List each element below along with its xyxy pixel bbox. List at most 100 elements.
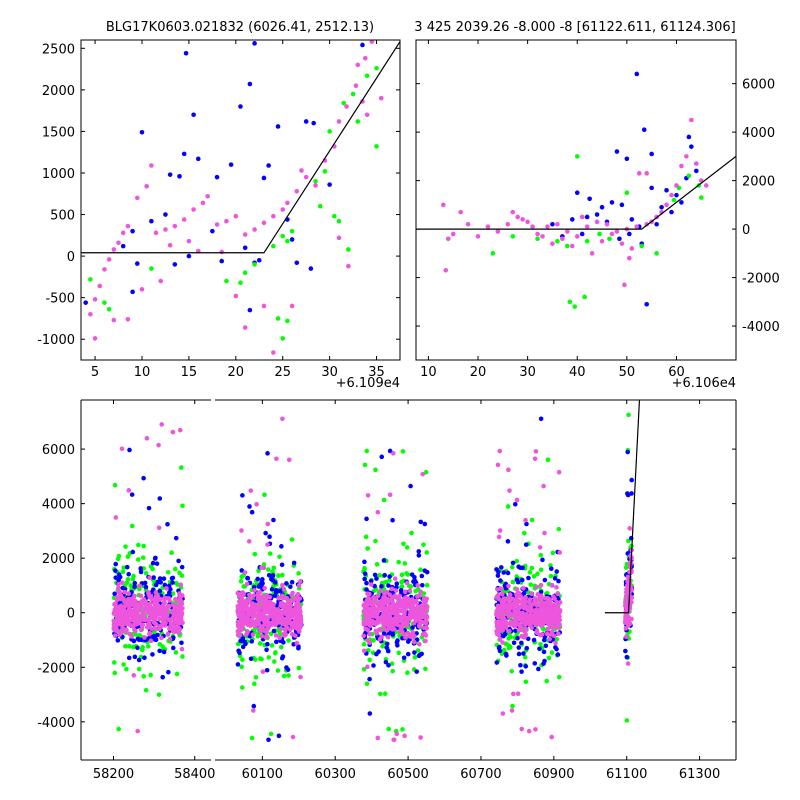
blue-point: [245, 575, 250, 581]
blue-point: [238, 638, 243, 644]
blue-point: [158, 580, 163, 585]
magenta-point: [497, 628, 502, 634]
magenta-point: [143, 602, 148, 608]
green-point: [177, 570, 182, 576]
magenta-point: [370, 611, 376, 616]
magenta-point: [609, 231, 615, 237]
blue-point: [271, 628, 277, 634]
green-point: [401, 541, 406, 547]
magenta-point: [523, 517, 528, 523]
magenta-point: [534, 584, 539, 590]
magenta-point: [119, 446, 125, 452]
green-point: [157, 641, 163, 647]
y-tick-label: -2000: [742, 272, 780, 287]
magenta-point: [500, 640, 505, 645]
magenta-point: [282, 605, 288, 611]
green-point: [127, 644, 132, 649]
blue-point: [384, 645, 390, 650]
magenta-point: [240, 599, 246, 604]
magenta-point: [542, 530, 547, 536]
magenta-point: [510, 209, 516, 215]
magenta-point: [126, 488, 132, 493]
magenta-point: [546, 598, 551, 603]
x-tick-label: 58400: [174, 767, 215, 782]
green-point: [387, 578, 392, 583]
magenta-point: [261, 220, 267, 226]
blue-point: [179, 564, 185, 570]
magenta-point: [288, 607, 294, 612]
blue-point: [367, 711, 373, 716]
magenta-point: [191, 207, 196, 212]
blue-point: [240, 644, 246, 650]
green-point: [322, 169, 328, 174]
x-tick-label: 10: [420, 365, 437, 380]
blue-point: [130, 549, 136, 555]
magenta-point: [233, 213, 239, 219]
magenta-point: [406, 599, 411, 605]
green-point: [141, 674, 147, 679]
green-point: [529, 517, 535, 523]
magenta-point: [133, 607, 138, 612]
green-point: [145, 644, 151, 649]
blue-point: [654, 221, 659, 227]
blue-point: [179, 640, 184, 646]
magenta-point: [122, 614, 128, 619]
x-tick-label: 60: [668, 365, 685, 380]
blue-point: [150, 634, 156, 639]
blue-point: [531, 637, 537, 643]
green-point: [382, 691, 388, 697]
green-point: [556, 674, 562, 680]
green-point: [115, 556, 121, 562]
green-point: [129, 523, 135, 529]
magenta-point: [106, 257, 112, 262]
magenta-point: [233, 293, 239, 299]
magenta-point: [506, 606, 512, 611]
magenta-point: [520, 217, 525, 222]
magenta-point: [538, 632, 543, 638]
magenta-point: [385, 634, 391, 640]
magenta-point: [424, 596, 429, 602]
magenta-point: [689, 117, 694, 123]
magenta-point: [377, 627, 382, 632]
x-tick-label: 61100: [606, 767, 647, 782]
magenta-point: [393, 588, 399, 593]
green-point: [523, 679, 529, 685]
blue-point: [170, 580, 175, 585]
plot-frame: [80, 39, 401, 361]
blue-point: [526, 575, 531, 581]
magenta-point: [501, 596, 507, 601]
blue-point: [694, 168, 699, 174]
blue-point: [360, 42, 365, 48]
blue-point: [249, 639, 254, 644]
green-point: [364, 448, 370, 454]
magenta-point: [394, 603, 400, 608]
blue-point: [153, 555, 158, 561]
blue-point: [267, 534, 272, 540]
blue-point: [511, 640, 517, 646]
magenta-point: [495, 595, 500, 600]
magenta-point: [401, 632, 406, 637]
green-point: [364, 73, 370, 79]
magenta-point: [289, 632, 295, 637]
blue-point: [679, 200, 684, 205]
magenta-point: [237, 632, 243, 638]
blue-point: [113, 561, 119, 567]
blue-point: [112, 591, 117, 597]
green-point: [415, 648, 421, 653]
blue-point: [525, 636, 531, 642]
magenta-point: [251, 708, 256, 713]
magenta-point: [414, 606, 419, 611]
magenta-point: [235, 619, 241, 625]
blue-point: [385, 648, 391, 654]
magenta-point: [296, 604, 302, 610]
magenta-point: [420, 614, 426, 620]
magenta-point: [270, 602, 275, 607]
green-point: [249, 735, 255, 741]
green-point: [624, 190, 630, 196]
magenta-point: [118, 593, 124, 598]
magenta-point: [375, 509, 381, 515]
magenta-point: [411, 620, 417, 626]
magenta-point: [176, 625, 181, 630]
magenta-point: [523, 612, 529, 617]
blue-point: [521, 651, 526, 656]
